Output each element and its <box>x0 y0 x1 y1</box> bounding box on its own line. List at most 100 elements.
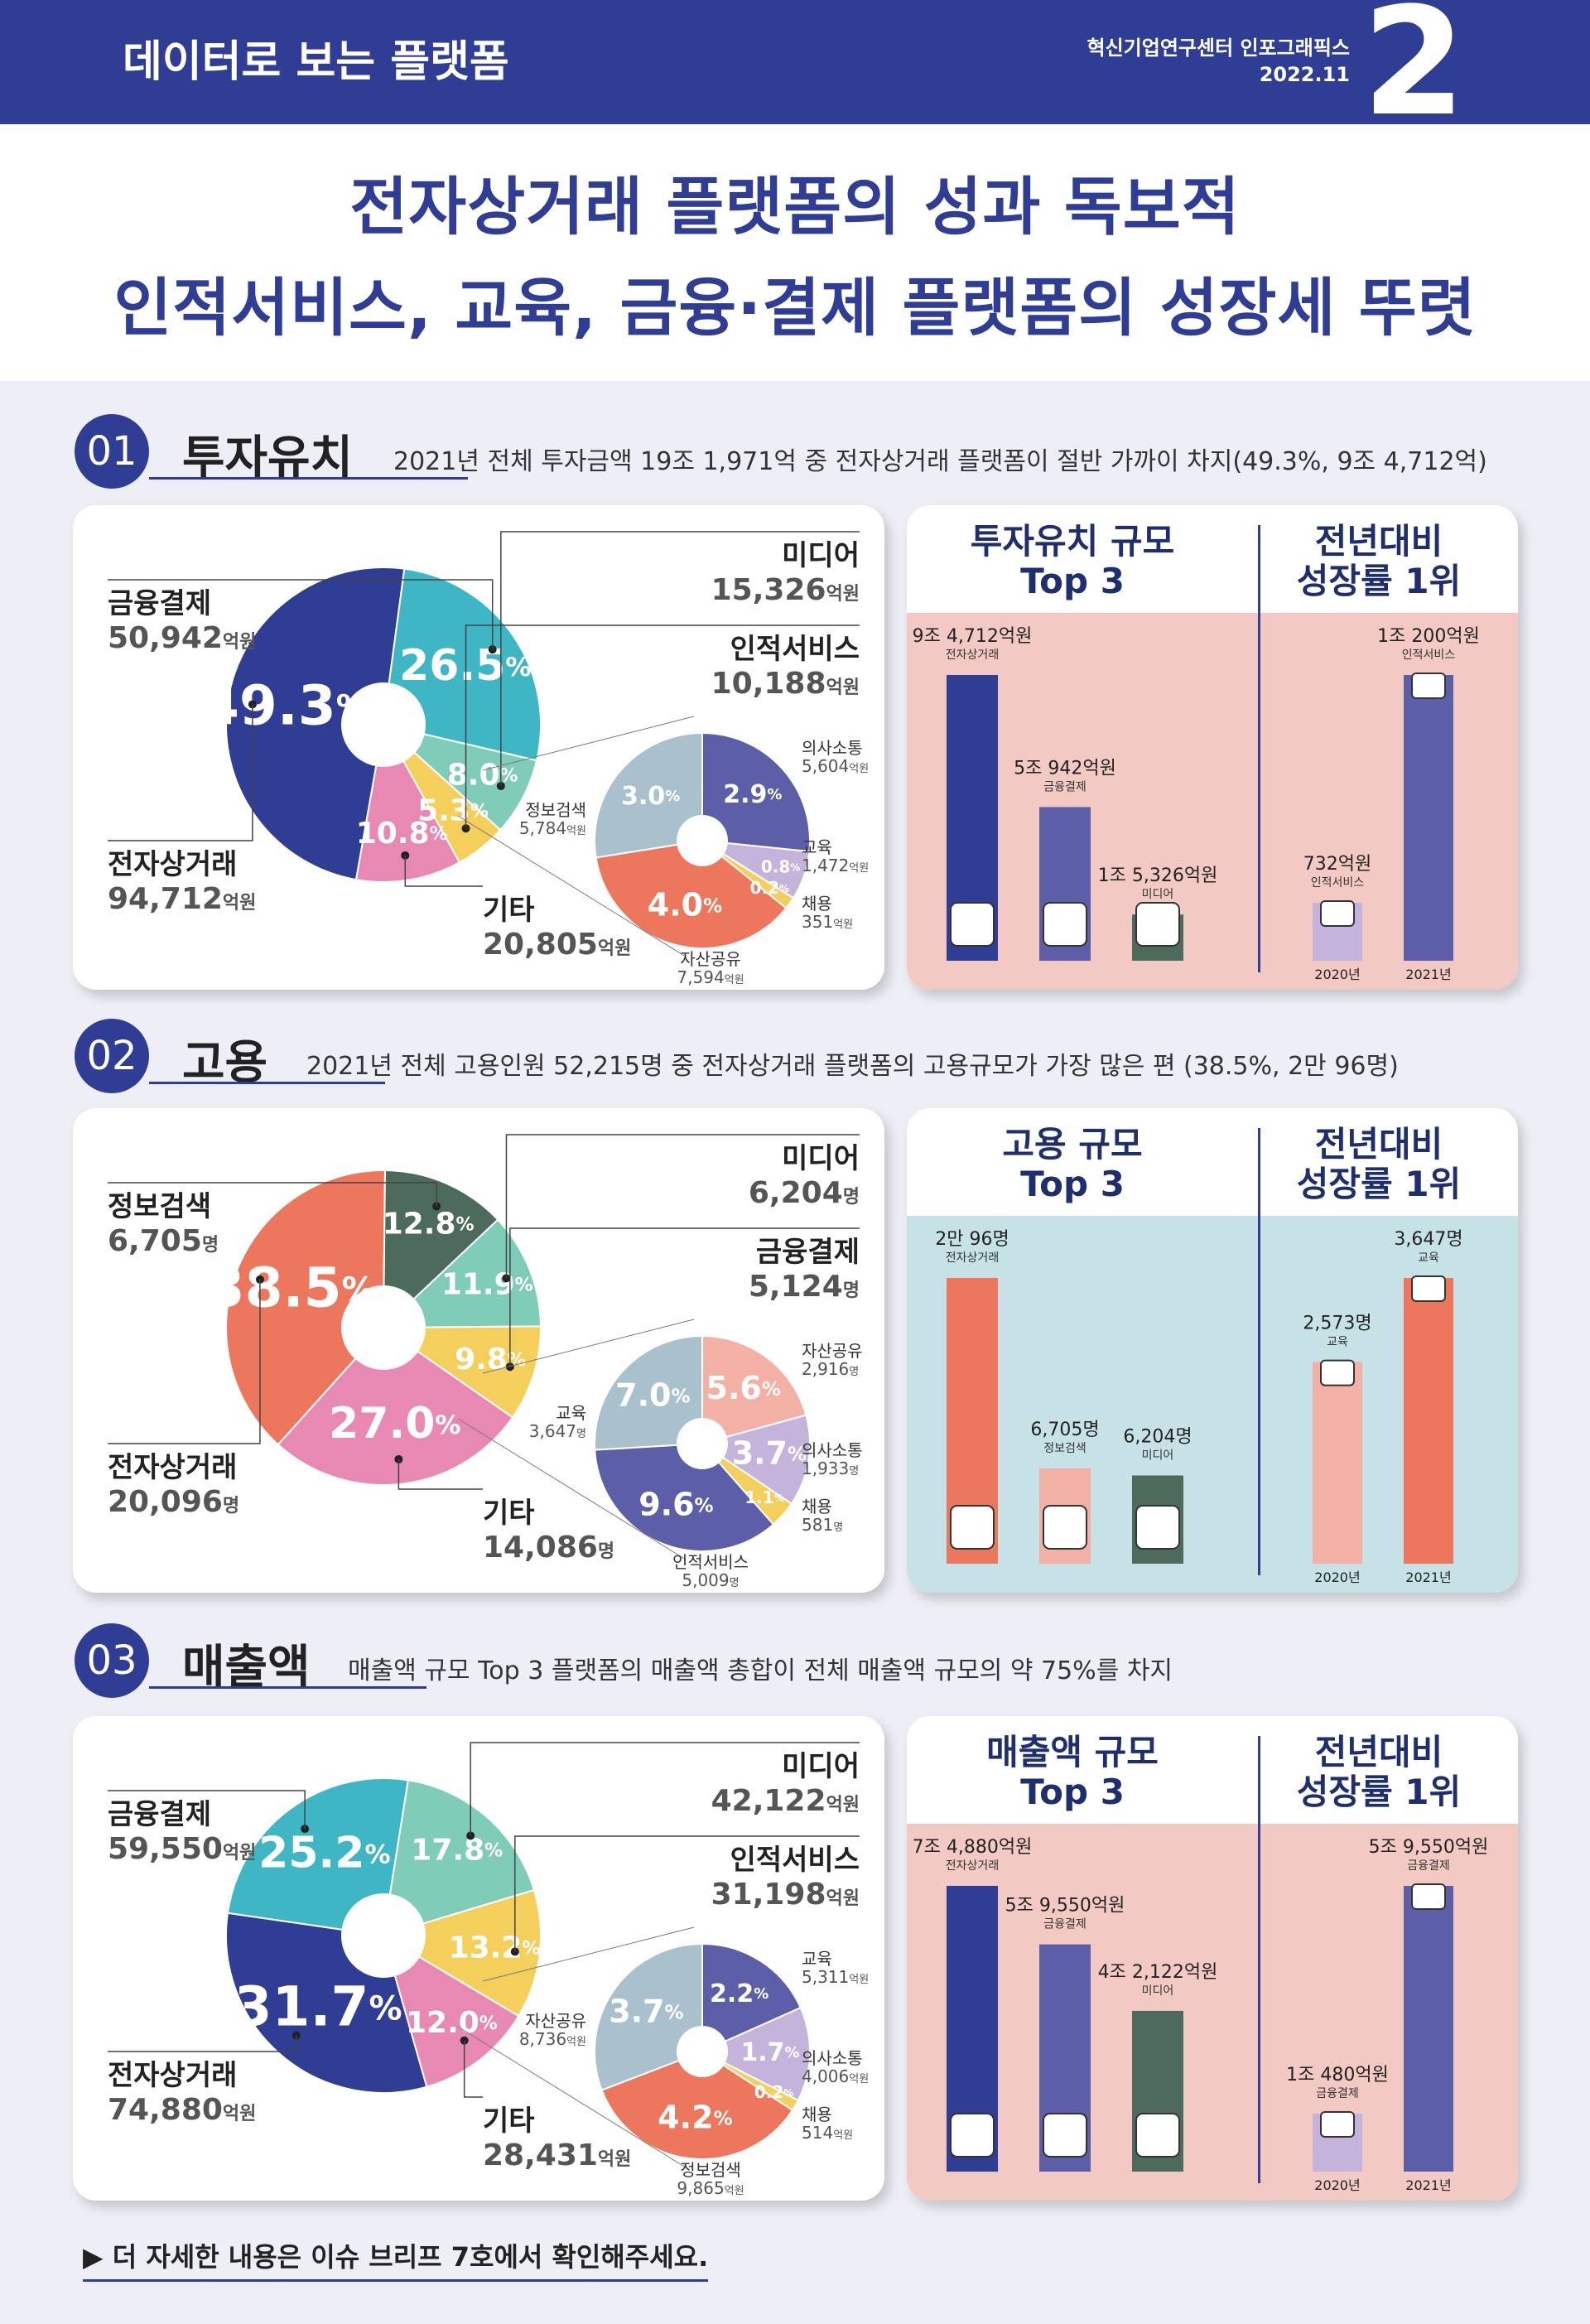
growth-title-line2: 성장률 1위 <box>1296 561 1462 601</box>
growth-title-line2: 성장률 1위 <box>1296 1164 1462 1204</box>
connector-line <box>457 815 687 957</box>
pie-card-revenue: 31.7% 전자상거래 74,880억원 25.2% 금융결제 59,550억원 17.8%… <box>73 1716 884 2201</box>
top3-title-line1: 매출액 규모 <box>986 1732 1159 1772</box>
growth-title-line1: 전년대비 <box>1314 1124 1443 1164</box>
bar-category-label: 미디어 <box>1142 888 1174 901</box>
main-label-금융결제-value: 59,550억원 <box>108 1832 256 1866</box>
sub-donut-hole <box>677 1419 727 1468</box>
sub-label-교육-label: 교육 <box>556 1403 586 1423</box>
growth-series-label: 금융결제 <box>1316 2087 1359 2100</box>
leader-line <box>398 1459 483 1490</box>
bar-value-label: 4조 2,122억원 <box>1098 1962 1218 1983</box>
top3-title-line1: 투자유치 규모 <box>970 521 1175 562</box>
growth-bar-2021년 <box>1404 1278 1453 1564</box>
main-pct-금융결제: 9.8% <box>455 1343 526 1377</box>
section-name: 투자유치 <box>182 432 354 485</box>
section-head-revenue: 03 매출액 매출액 규모 Top 3 플랫폼의 매출액 총합이 전체 매출액 … <box>75 1623 1549 1698</box>
main-label-미디어-label: 미디어 <box>782 1750 860 1783</box>
category-icon <box>1135 1505 1180 1550</box>
section-name: 매출액 <box>182 1641 311 1695</box>
leader-line <box>108 1182 437 1207</box>
sub-pct-자산공유: 5.6% <box>706 1369 781 1405</box>
sub-label-의사소통-value: 5,604억원 <box>802 756 869 776</box>
main-label-미디어-label: 미디어 <box>782 1142 860 1175</box>
main-label-기타-label: 기타 <box>483 2105 535 2138</box>
leader-line <box>108 2035 297 2052</box>
growth-year-label: 2020년 <box>1314 967 1360 982</box>
bar-category-label: 미디어 <box>1142 1449 1174 1462</box>
sub-label-정보검색-label: 정보검색 <box>525 800 586 820</box>
sub-donut-hole <box>677 816 727 865</box>
top3-title-line1: 고용 규모 <box>1002 1124 1143 1164</box>
leader-line <box>404 855 483 887</box>
bar-category-label: 전자상거래 <box>946 1251 999 1265</box>
bar-card-investment: 9조 4,712억원 전자상거래 5조 942억원 금융결제 1조 5,326억원 미디어… <box>907 505 1518 990</box>
main-pct-미디어: 11.9% <box>441 1268 533 1302</box>
main-label-미디어-value: 6,204명 <box>749 1176 860 1210</box>
issue-number: 2 <box>1361 0 1466 149</box>
connector-line <box>482 1926 695 1982</box>
bar-chart: 2만 96명전자상거래6,705명정보검색6,204명미디어2,573명교육20… <box>907 1216 1518 1593</box>
leader-line <box>108 704 253 841</box>
leader-line <box>465 624 860 829</box>
main-label-기타-value: 20,805억원 <box>483 928 631 962</box>
category-icon <box>1043 2113 1087 2158</box>
sub-label-교육-value: 1,472억원 <box>802 856 869 875</box>
growth-title: 전년대비 성장률 1위 <box>1246 1125 1511 1204</box>
main-label-금융결제-label: 금융결제 <box>108 1798 211 1831</box>
sub-label-채용-value: 581명 <box>802 1515 843 1535</box>
growth-value-label: 1조 200억원 <box>1377 626 1480 647</box>
top-banner: 데이터로 보는 플랫폼 혁신기업연구센터 인포그래픽스 2022.11 2 <box>0 0 1590 137</box>
sub-label-정보검색-value: 5,784억원 <box>519 818 586 838</box>
section-description: 2021년 전체 고용인원 52,215명 중 전자상거래 플랫폼의 고용규모가… <box>306 1052 1399 1081</box>
growth-icon <box>1411 1883 1446 1910</box>
sub-label-인적서비스-value: 5,009명 <box>682 1570 739 1590</box>
top3-title-line2: Top 3 <box>1020 561 1125 601</box>
divider <box>1258 1736 1260 2183</box>
main-label-금융결제-value: 5,124명 <box>749 1270 860 1304</box>
main-pct-기타: 27.0% <box>329 1399 460 1449</box>
leader-dot <box>502 1274 511 1283</box>
section-head-employment: 02 고용 2021년 전체 고용인원 52,215명 중 전자상거래 플랫폼의… <box>75 1019 1549 1093</box>
growth-icon <box>1411 673 1446 699</box>
main-label-기타-value: 14,086명 <box>483 1531 614 1565</box>
main-label-기타-label: 기타 <box>483 894 535 927</box>
growth-value-label: 2,573명 <box>1303 1314 1371 1334</box>
category-icon <box>950 902 995 947</box>
growth-series-label: 교육 <box>1418 1251 1439 1265</box>
sub-label-자산공유-label: 자산공유 <box>525 2011 586 2031</box>
sub-label-자산공유-value: 8,736억원 <box>519 2029 586 2049</box>
growth-year-label: 2020년 <box>1314 1569 1360 1585</box>
growth-icon <box>1320 2111 1355 2138</box>
bar-card-employment: 2만 96명 전자상거래 6,705명 정보검색 6,204명 미디어 2,573명 교육 20… <box>907 1108 1518 1593</box>
growth-year-label: 2021년 <box>1405 967 1451 982</box>
growth-title-line2: 성장률 1위 <box>1296 1772 1462 1812</box>
main-pct-기타: 10.8% <box>356 817 448 851</box>
bar-category-label: 금융결제 <box>1043 780 1086 793</box>
main-label-전자상거래-value: 94,712억원 <box>108 882 256 916</box>
sub-donut-hole <box>677 2027 727 2076</box>
sub-pct-의사소통: 3.7% <box>732 1434 807 1471</box>
bar-value-label: 1조 5,326억원 <box>1098 865 1218 886</box>
main-pct-인적서비스: 5.3% <box>417 794 489 828</box>
donut-hole <box>342 1286 425 1369</box>
top3-title-line2: Top 3 <box>1020 1772 1125 1812</box>
connector-line <box>457 1418 687 1560</box>
category-icon <box>1043 902 1087 947</box>
sub-label-채용-label: 채용 <box>802 894 832 914</box>
growth-bar-2021년 <box>1404 1886 1453 2172</box>
section-number: 02 <box>75 1019 149 1093</box>
main-pct-기타: 12.0% <box>406 2006 498 2040</box>
main-pct-전자상거래: 38.5% <box>207 1256 375 1319</box>
leader-line <box>108 579 494 650</box>
bar-category-label: 정보검색 <box>1043 1442 1086 1455</box>
sub-pct-채용: 0.2% <box>750 878 789 898</box>
sub-label-의사소통-value: 1,933명 <box>802 1459 859 1478</box>
leader-dot <box>432 1202 441 1211</box>
sub-label-자산공유-label: 자산공유 <box>680 949 741 969</box>
section-underline <box>149 477 468 480</box>
growth-icon <box>1320 1359 1355 1386</box>
growth-value-label: 1조 480억원 <box>1286 2065 1389 2085</box>
